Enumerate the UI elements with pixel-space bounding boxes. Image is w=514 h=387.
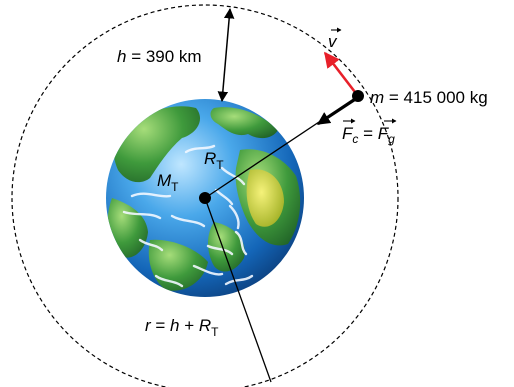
force-arrow <box>316 97 357 126</box>
force-label: Fc = Fg <box>342 118 397 146</box>
earth <box>106 99 304 297</box>
earth-radius-label: RT <box>204 149 224 172</box>
mass-label: m = 415 000 kg <box>370 88 488 107</box>
svg-text:Fc = Fg: Fc = Fg <box>342 124 395 146</box>
altitude-arrow <box>217 7 235 103</box>
orbit-radius-label: r = h + RT <box>145 316 219 339</box>
svg-text:v: v <box>328 32 338 51</box>
velocity-label: v <box>328 27 342 51</box>
earth-mass-label: MT <box>157 171 179 194</box>
altitude-label: h = 390 km <box>117 47 202 66</box>
satellite-point <box>352 90 364 102</box>
orbit-radius-line <box>204 197 272 383</box>
velocity-arrow <box>323 51 360 97</box>
earth-center-point <box>199 192 211 204</box>
orbit-path <box>11 4 399 387</box>
